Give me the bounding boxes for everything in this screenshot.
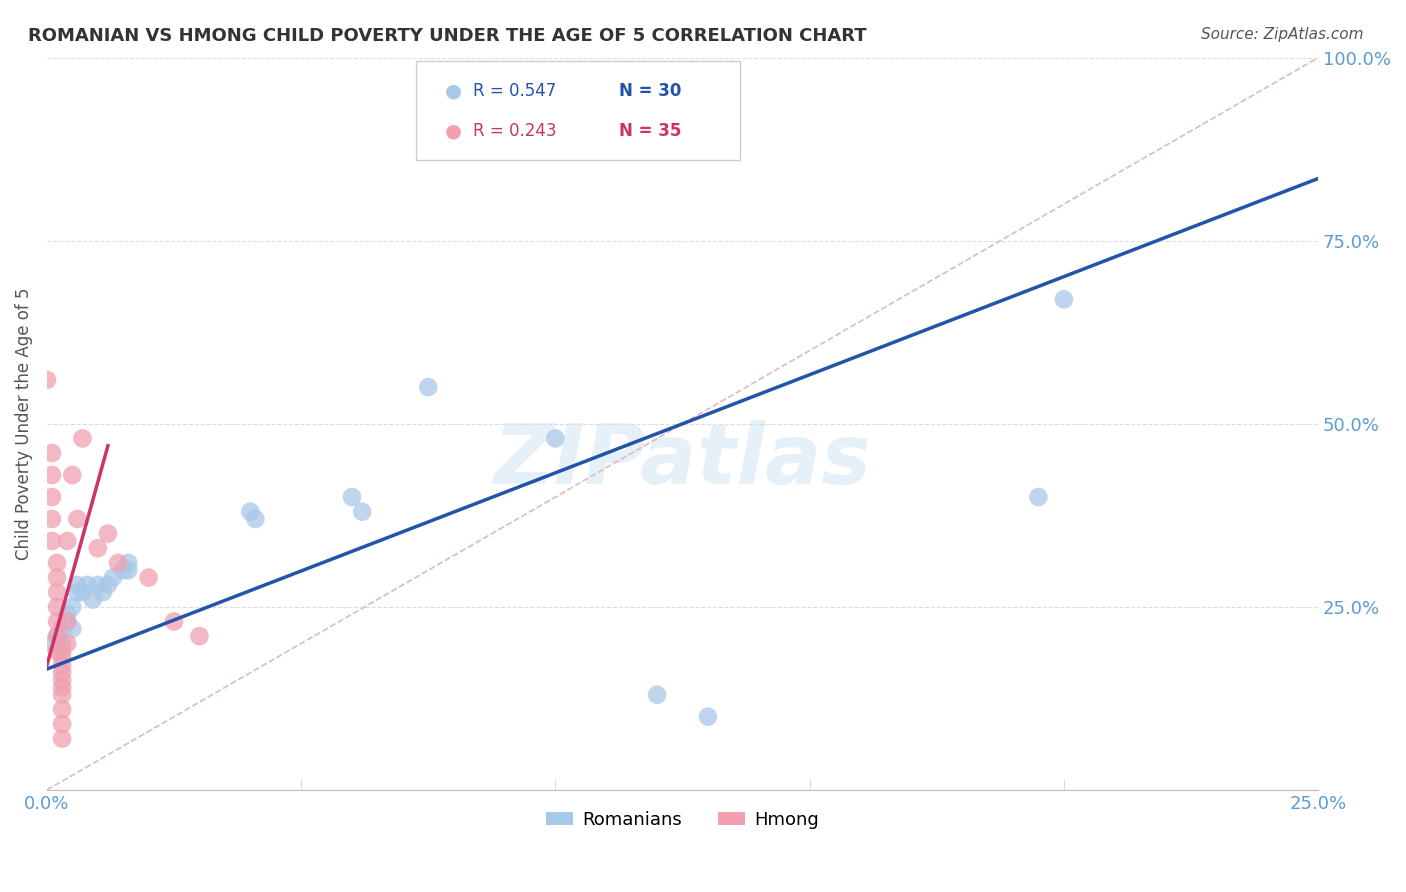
Point	[46, 585, 69, 599]
Point	[87, 541, 110, 556]
Point	[51, 681, 73, 695]
Point	[51, 665, 73, 680]
Point	[82, 592, 104, 607]
Point	[46, 615, 69, 629]
Point	[46, 629, 69, 643]
Text: R = 0.243: R = 0.243	[472, 122, 557, 140]
Point	[41, 636, 63, 650]
Point	[51, 731, 73, 746]
Point	[51, 644, 73, 658]
Point	[46, 644, 69, 658]
Text: N = 35: N = 35	[619, 122, 682, 140]
Point	[56, 615, 79, 629]
Point	[56, 615, 79, 629]
Point	[101, 570, 124, 584]
Point	[245, 512, 267, 526]
Point	[35, 373, 58, 387]
Point	[87, 578, 110, 592]
Point	[697, 709, 720, 723]
Point	[66, 512, 89, 526]
Point	[60, 622, 83, 636]
Point	[46, 629, 69, 643]
Point	[340, 490, 363, 504]
Point	[352, 505, 374, 519]
Point	[60, 599, 83, 614]
Text: ●: ●	[444, 121, 461, 140]
Point	[188, 629, 211, 643]
Text: ●: ●	[444, 81, 461, 100]
Point	[41, 533, 63, 548]
Point	[76, 578, 98, 592]
Point	[41, 512, 63, 526]
Point	[1053, 293, 1076, 307]
Point	[239, 505, 262, 519]
Point	[544, 432, 567, 446]
Point	[97, 578, 120, 592]
Point	[51, 636, 73, 650]
Point	[112, 563, 135, 577]
FancyBboxPatch shape	[416, 62, 740, 161]
Point	[41, 468, 63, 483]
Point	[117, 556, 139, 570]
Point	[56, 607, 79, 622]
Legend: Romanians, Hmong: Romanians, Hmong	[538, 804, 827, 836]
Point	[51, 658, 73, 673]
Point	[66, 578, 89, 592]
Point	[117, 563, 139, 577]
Point	[41, 446, 63, 460]
Point	[645, 688, 668, 702]
Point	[51, 651, 73, 665]
Point	[138, 570, 160, 584]
Point	[51, 702, 73, 716]
Point	[51, 622, 73, 636]
Point	[1028, 490, 1050, 504]
Text: ZIPatlas: ZIPatlas	[494, 420, 872, 501]
Point	[72, 432, 94, 446]
Point	[163, 615, 186, 629]
Point	[51, 688, 73, 702]
Point	[418, 380, 440, 394]
Point	[46, 556, 69, 570]
Point	[72, 585, 94, 599]
Text: R = 0.547: R = 0.547	[472, 82, 555, 100]
Point	[91, 585, 114, 599]
Point	[51, 673, 73, 687]
Point	[107, 556, 129, 570]
Point	[60, 468, 83, 483]
Point	[46, 570, 69, 584]
Point	[66, 585, 89, 599]
Point	[97, 526, 120, 541]
Text: N = 30: N = 30	[619, 82, 682, 100]
Point	[46, 599, 69, 614]
Text: ROMANIAN VS HMONG CHILD POVERTY UNDER THE AGE OF 5 CORRELATION CHART: ROMANIAN VS HMONG CHILD POVERTY UNDER TH…	[28, 27, 866, 45]
Point	[51, 717, 73, 731]
Y-axis label: Child Poverty Under the Age of 5: Child Poverty Under the Age of 5	[15, 287, 32, 560]
Text: Source: ZipAtlas.com: Source: ZipAtlas.com	[1201, 27, 1364, 42]
Point	[41, 490, 63, 504]
Point	[56, 533, 79, 548]
Point	[56, 636, 79, 650]
